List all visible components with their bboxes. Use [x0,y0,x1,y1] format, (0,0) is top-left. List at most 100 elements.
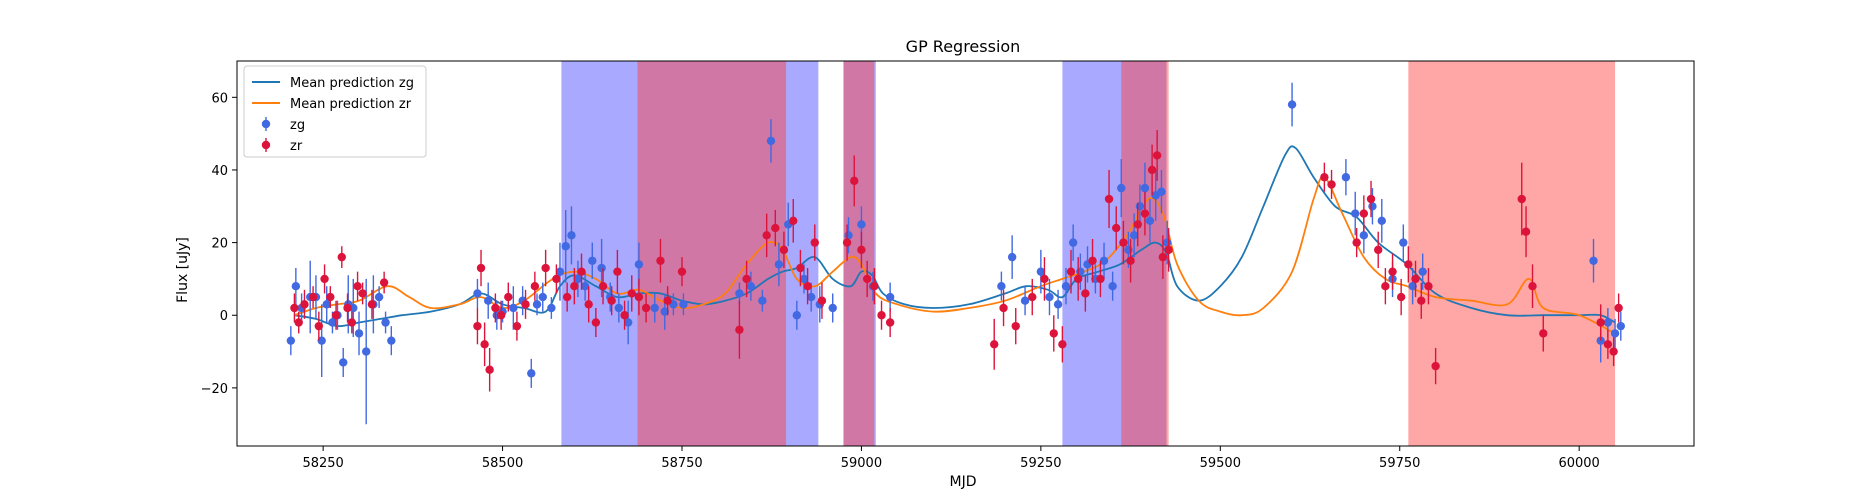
point-zr-55 [862,274,872,284]
point-zr-54 [857,245,866,255]
x-tick-label-5: 59500 [1200,456,1241,471]
point-zr-7 [331,311,341,320]
point-zr-69 [1088,256,1097,265]
point-zr-10 [347,318,357,327]
x-tick-label-4: 59250 [1020,456,1061,471]
point-zr-17 [480,340,489,349]
x-tick-label-7: 60000 [1558,456,1599,471]
point-zr-12 [358,289,367,298]
point-zg-73 [1129,231,1139,240]
point-zg-51 [806,292,816,302]
point-zg-28 [555,267,565,276]
point-zg-78 [1157,187,1166,196]
legend-box [243,65,427,158]
point-zg-24 [527,369,536,378]
point-zr-8 [337,252,346,262]
point-zr-50 [810,238,819,247]
point-zr-84 [1359,209,1369,218]
legend-label-2: zg [290,118,305,133]
line-zr [294,175,1616,335]
point-zg-7 [328,318,337,327]
point-zg-11 [349,303,358,313]
point-zr-23 [521,300,530,309]
point-zr-25 [541,263,550,273]
point-zg-19 [484,296,493,305]
point-zg-83 [1359,231,1369,240]
point-zr-39 [656,256,665,265]
point-zr-93 [1424,281,1433,291]
point-zg-9 [339,358,348,367]
point-zr-94 [1431,361,1440,371]
point-zr-100 [1603,340,1613,349]
point-zr-74 [1126,256,1135,265]
point-zr-31 [591,318,601,327]
point-zr-20 [496,311,506,320]
chart-title: GP Regression [906,37,1021,56]
point-zr-44 [762,231,771,240]
line-zg [294,145,1616,328]
point-zr-18 [485,365,494,374]
x-axis: 58250 58500 58750 59000 59250 59500 59750 60000 [302,446,1600,471]
point-zr-36 [627,289,636,298]
point-zg-80 [1287,100,1297,109]
legend-label-0: Mean prediction zg [290,76,414,91]
point-zr-16 [476,263,486,273]
point-zg-66 [1076,267,1085,276]
x-tick-label-0: 58250 [302,456,343,471]
point-zg-29 [561,242,570,251]
point-zr-40 [663,296,672,305]
point-zr-96 [1521,227,1531,236]
point-zg-42 [679,300,688,309]
point-zg-22 [509,303,518,313]
point-zg-76 [1145,216,1155,226]
point-zg-15 [374,292,384,302]
point-zr-77 [1147,165,1157,175]
x-tick-label-1: 58500 [482,456,523,471]
point-zg-57 [885,292,895,302]
point-zg-45 [758,296,767,305]
point-zg-70 [1108,281,1117,291]
point-zr-65 [1058,340,1067,349]
point-zg-46 [766,136,776,146]
y-tick-label-3: 40 [211,164,228,179]
point-zr-67 [1073,274,1083,284]
point-zr-75 [1133,220,1142,229]
point-zg-79 [1162,238,1172,247]
point-zg-87 [1399,238,1408,247]
point-zr-48 [796,263,805,273]
point-zr-95 [1517,194,1526,204]
point-zr-73 [1119,238,1128,247]
point-zr-52 [842,238,852,247]
point-zg-63 [1053,300,1063,309]
plot-frame [236,60,1695,447]
point-zg-54 [844,231,853,240]
point-zg-60 [1020,296,1030,305]
point-zr-98 [1539,329,1548,338]
point-zg-82 [1351,209,1360,218]
point-zg-13 [361,347,371,356]
legend: Mean prediction zg Mean prediction zr zg zr [243,65,427,158]
point-zg-58 [997,281,1006,291]
point-zg-88 [1408,281,1417,291]
point-zg-0 [286,336,296,345]
y-axis-label: Flux [uJy] [175,237,191,303]
point-zr-29 [577,267,586,276]
x-tick-label-3: 59000 [841,456,882,471]
point-zr-42 [735,325,744,334]
point-zr-60 [999,303,1008,313]
point-zr-37 [634,292,644,302]
point-zr-86 [1373,245,1383,255]
point-zg-74 [1135,202,1145,211]
point-zr-83 [1352,238,1361,247]
point-zr-19 [491,303,500,313]
point-zg-64 [1061,281,1071,291]
legend-label-1: Mean prediction zr [290,97,412,112]
point-zr-51 [817,296,827,305]
point-zg-39 [650,303,659,313]
point-zg-65 [1068,238,1078,247]
point-zr-78 [1152,151,1162,160]
point-zg-26 [538,292,547,302]
point-zr-3 [308,292,318,302]
shaded-region-zr-6 [1408,61,1616,446]
